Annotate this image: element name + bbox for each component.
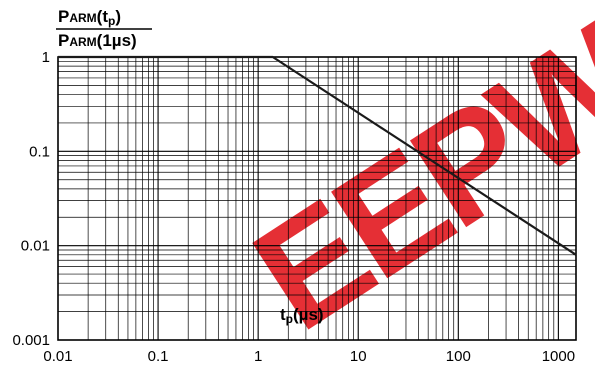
series-layer	[58, 55, 577, 256]
x-axis-label: tp(µs)	[280, 305, 324, 326]
x-tick-label: 10	[350, 348, 367, 365]
plot-frame	[57, 56, 577, 341]
y-tick-labels: 0.001 0.01 0.1 1	[12, 49, 50, 349]
x-tick-label: 1	[254, 348, 262, 365]
x-tick-label: 1000	[542, 348, 575, 365]
y-tick-label: 0.01	[21, 238, 50, 255]
y-tick-label: 0.001	[12, 332, 50, 349]
x-tick-label: 0.1	[148, 348, 169, 365]
x-tick-label: 100	[446, 348, 471, 365]
y-tick-label: 1	[42, 49, 50, 66]
y-label-denominator: PARM(1µs)	[58, 31, 137, 50]
y-tick-label: 0.1	[29, 143, 50, 160]
y-label-numerator: PARM(tp)	[58, 7, 121, 28]
x-tick-labels: 0.01 0.1 1 10 100 1000	[43, 348, 575, 365]
series-line-0	[58, 55, 577, 256]
x-tick-label: 0.01	[43, 348, 72, 365]
y-axis-label: PARM(tp) PARM(1µs)	[56, 7, 152, 50]
grid	[58, 57, 576, 340]
